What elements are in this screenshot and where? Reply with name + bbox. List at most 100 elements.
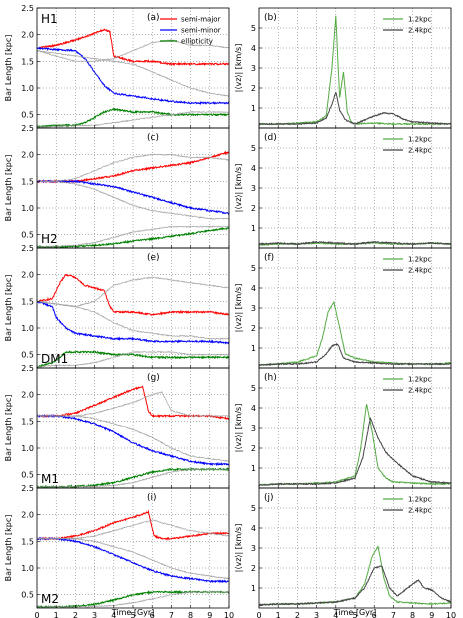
y-tick-label: 2.0 [21, 151, 34, 160]
panel-label: (i) [147, 493, 157, 503]
x-tick-label: 7 [169, 611, 174, 618]
y-tick-label: 1.5 [21, 417, 34, 426]
legend-label: 2.4kpc [408, 387, 432, 395]
x-tick-label: 2 [73, 611, 78, 618]
y-tick-label: 0.5 [21, 591, 34, 600]
panel-a: 0.5 1.0 1.5 2.0 2.5 Bar Length [kpc] (a) H1 semi… [4, 4, 230, 129]
y-tick-label: 5 [251, 264, 256, 273]
x-tick-label: 1 [54, 611, 59, 618]
panel-label: (a) [147, 13, 160, 23]
legend-label: 2.4kpc [408, 267, 432, 275]
y-axis-label: |⟨vz⟩| [km/s] [234, 524, 243, 573]
series-line-semi-major-ref [37, 39, 229, 63]
panel-label: (j) [264, 493, 274, 503]
panel-label: (e) [147, 253, 160, 263]
y-tick-label: 1.0 [21, 84, 34, 93]
x-tick-label: 7 [391, 611, 396, 618]
y-axis-label: Bar Length [kpc] [4, 275, 13, 342]
legend-label: 1.2kpc [408, 496, 432, 504]
y-tick-label: 0.5 [21, 231, 34, 240]
y-tick-label: 1.5 [21, 297, 34, 306]
series-line-semi-major [37, 385, 229, 421]
series-line-ellipticity-ref [37, 110, 229, 128]
series-line-semi-minor-ref [37, 300, 229, 340]
y-tick-label: 2 [251, 84, 256, 93]
panel-h: 1 2 3 4 5 |⟨vz⟩| [km/s] (h) 1.2kpc 2.4kpc [234, 367, 452, 489]
panel-f: 1 2 3 4 5 |⟨vz⟩| [km/s] (f) 1.2kpc 2.4kpc [234, 247, 452, 369]
y-tick-label: 2.0 [21, 511, 34, 520]
model-label: H2 [41, 232, 58, 246]
x-tick-label: 6 [372, 611, 377, 618]
series-line-ellipticity [37, 467, 229, 488]
series-line-semi-major [37, 509, 229, 542]
model-label: M2 [41, 592, 59, 606]
y-tick-label: 5 [251, 24, 256, 33]
series-group [37, 385, 229, 488]
y-tick-label: 3 [251, 184, 256, 193]
y-axis-label: Bar Length [kpc] [4, 515, 13, 582]
panel-g: 0.5 1.0 1.5 2.0 2.5 Bar Length [kpc] (g) M1 [4, 364, 230, 489]
y-tick-label: 0.5 [21, 351, 34, 360]
y-tick-label: 1 [251, 464, 256, 473]
y-tick-label: 0.5 [21, 111, 34, 120]
series-group [37, 509, 229, 608]
legend-label: semi-minor [181, 27, 221, 35]
model-label: M1 [41, 472, 59, 486]
y-axis-label: |⟨vz⟩| [km/s] [234, 404, 243, 453]
panel-j: 1 2 3 4 5 0 1 2 3 4 5 6 7 8 9 10 |⟨vz⟩| [km/s] (j) 1.2kpc 2… [234, 487, 456, 618]
y-tick-label: 2.0 [21, 391, 34, 400]
panel-b: 1 2 3 4 5 |⟨vz⟩| [km/s] (b) 1.2kpc 2.4kpc [234, 7, 452, 129]
y-tick-label: 4 [251, 284, 256, 293]
y-tick-label: 1.0 [21, 564, 34, 573]
y-tick-label: 1.0 [21, 444, 34, 453]
series-group [259, 404, 451, 487]
panel-d: 1 2 3 4 5 |⟨vz⟩| [km/s] (d) 1.2kpc 2.4kpc [234, 127, 452, 249]
y-tick-label: 5 [251, 504, 256, 513]
x-tick-label: 1 [276, 611, 281, 618]
y-tick-label: 2 [251, 444, 256, 453]
x-tick-label: 10 [446, 611, 456, 618]
y-tick-label: 4 [251, 404, 256, 413]
y-tick-label: 1.5 [21, 177, 34, 186]
x-tick-label: 10 [224, 611, 234, 618]
y-tick-label: 2 [251, 324, 256, 333]
series-line-semi-minor [37, 536, 229, 584]
model-label: DM1 [41, 352, 68, 366]
legend-label: 2.4kpc [408, 147, 432, 155]
y-tick-label: 0.5 [21, 471, 34, 480]
y-tick-label: 1.0 [21, 324, 34, 333]
y-tick-label: 3 [251, 424, 256, 433]
x-tick-label: 9 [207, 611, 212, 618]
x-tick-label: 3 [92, 611, 97, 618]
legend-label: 1.2kpc [408, 376, 432, 384]
x-tick-label: 6 [150, 611, 155, 618]
series-group [37, 273, 229, 368]
series-line-semi-minor-ref [37, 414, 229, 463]
x-axis-label-left: Time [Gyr] [111, 608, 155, 617]
y-tick-label: 2.5 [21, 244, 34, 253]
x-tick-label: 3 [314, 611, 319, 618]
y-axis-label: |⟨vz⟩| [km/s] [234, 44, 243, 93]
panel-c: 0.5 1.0 1.5 2.0 2.5 Bar Length [kpc] (c) H2 [4, 124, 230, 249]
y-tick-label: 5 [251, 144, 256, 153]
y-tick-label: 2 [251, 564, 256, 573]
series-group [37, 150, 229, 248]
y-axis-label: Bar Length [kpc] [4, 395, 13, 462]
series-line-2.4kpc [259, 565, 451, 607]
panel-label: (c) [147, 133, 159, 143]
y-axis-label: |⟨vz⟩| [km/s] [234, 284, 243, 333]
series-line-2.4kpc [259, 342, 451, 367]
panel-e: 0.5 1.0 1.5 2.0 2.5 Bar Length [kpc] (e) DM1 [4, 244, 230, 369]
series-line-ellipticity [37, 350, 229, 368]
y-tick-label: 3 [251, 544, 256, 553]
y-axis-label: |⟨vz⟩| [km/s] [234, 164, 243, 213]
series-line-ellipticity-ref [37, 468, 229, 488]
grid [36, 487, 230, 608]
series-line-semi-minor-ref [37, 537, 229, 580]
y-axis-label: Bar Length [kpc] [4, 35, 13, 102]
y-tick-label: 4 [251, 44, 256, 53]
y-tick-label: 5 [251, 384, 256, 393]
panel-label: (b) [264, 13, 277, 23]
y-tick-label: 2.5 [21, 484, 34, 493]
